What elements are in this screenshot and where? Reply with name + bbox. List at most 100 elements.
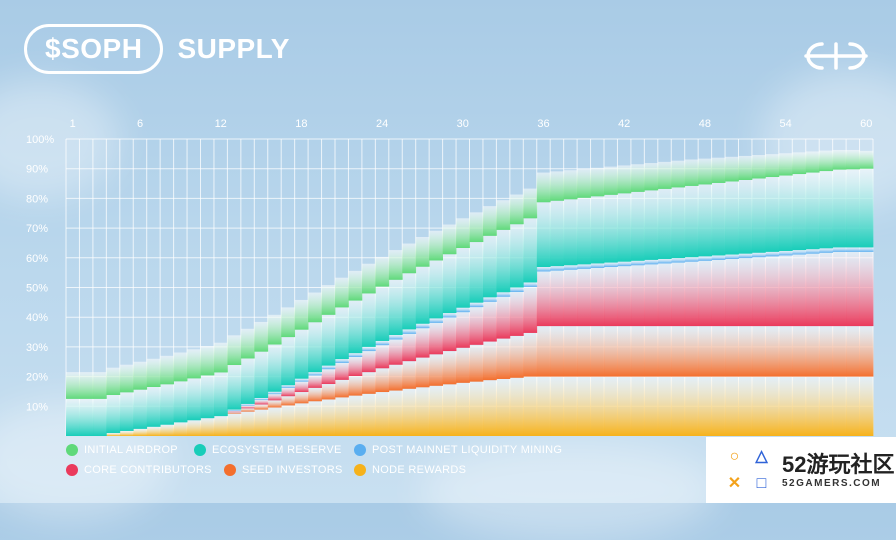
area-segment-core-contributors bbox=[348, 357, 363, 377]
area-segment-post-mainnet-liquidity-mining bbox=[482, 297, 497, 302]
chart-areas bbox=[66, 149, 874, 437]
area-segment-seed-investors bbox=[523, 332, 538, 377]
area-segment-post-mainnet-liquidity-mining bbox=[536, 267, 551, 272]
area-segment-initial-airdrop bbox=[200, 346, 215, 376]
square-glyph: □ bbox=[756, 474, 767, 492]
area-segment-post-mainnet-liquidity-mining bbox=[711, 255, 726, 260]
chart-axis-labels: 10% 20% 30% 40% 50% 60% 70% 80% 90% 100% 1 6 12 18 24 3… bbox=[26, 118, 872, 413]
area-segment-seed-investors bbox=[630, 326, 645, 377]
area-segment-ecosystem-reserve bbox=[267, 344, 282, 392]
area-segment-core-contributors bbox=[388, 339, 403, 365]
area-segment-seed-investors bbox=[751, 326, 766, 377]
area-segment-post-mainnet-liquidity-mining bbox=[805, 249, 820, 254]
area-segment-node-rewards bbox=[684, 376, 699, 436]
area-segment-initial-airdrop bbox=[657, 161, 672, 189]
area-segment-initial-airdrop bbox=[119, 364, 134, 393]
area-segment-ecosystem-reserve bbox=[859, 168, 874, 248]
area-segment-ecosystem-reserve bbox=[644, 190, 659, 260]
area-segment-ecosystem-reserve bbox=[92, 398, 107, 437]
area-segment-ecosystem-reserve bbox=[630, 191, 645, 261]
area-segment-seed-investors bbox=[563, 326, 578, 377]
area-segment-seed-investors bbox=[590, 326, 605, 377]
area-segment-node-rewards bbox=[617, 376, 632, 436]
area-segment-post-mainnet-liquidity-mining bbox=[644, 259, 659, 265]
area-segment-ecosystem-reserve bbox=[765, 177, 780, 252]
area-segment-post-mainnet-liquidity-mining bbox=[617, 261, 632, 267]
area-segment-post-mainnet-liquidity-mining bbox=[469, 302, 484, 308]
watermark-title: 52游玩社区 bbox=[782, 451, 895, 477]
area-segment-seed-investors bbox=[738, 326, 753, 377]
x-tick-label: 12 bbox=[215, 118, 227, 130]
area-segment-post-mainnet-liquidity-mining bbox=[550, 266, 565, 271]
area-segment-post-mainnet-liquidity-mining bbox=[577, 264, 591, 269]
area-segment-initial-airdrop bbox=[859, 150, 874, 169]
area-segment-seed-investors bbox=[792, 326, 807, 377]
area-segment-initial-airdrop bbox=[348, 270, 363, 301]
area-segment-post-mainnet-liquidity-mining bbox=[684, 257, 699, 262]
area-segment-node-rewards bbox=[469, 381, 484, 436]
area-segment-initial-airdrop bbox=[563, 170, 578, 200]
area-segment-core-contributors bbox=[267, 394, 282, 401]
area-segment-node-rewards bbox=[509, 377, 524, 436]
legend-label: ECOSYSTEM RESERVE bbox=[212, 444, 342, 456]
area-segment-post-mainnet-liquidity-mining bbox=[832, 247, 847, 252]
area-segment-core-contributors bbox=[496, 296, 511, 339]
area-segment-ecosystem-reserve bbox=[240, 358, 255, 404]
area-segment-node-rewards bbox=[644, 376, 659, 436]
legend-item-ecosystem-reserve: ECOSYSTEM RESERVE bbox=[194, 444, 342, 456]
area-segment-initial-airdrop bbox=[738, 155, 753, 180]
area-segment-seed-investors bbox=[388, 364, 403, 391]
area-segment-node-rewards bbox=[577, 376, 591, 436]
area-segment-node-rewards bbox=[751, 376, 766, 436]
y-tick-label: 80% bbox=[26, 193, 48, 205]
area-segment-seed-investors bbox=[765, 326, 780, 377]
area-segment-node-rewards bbox=[442, 384, 457, 436]
area-segment-post-mainnet-liquidity-mining bbox=[254, 397, 269, 401]
x-tick-label: 18 bbox=[295, 118, 307, 130]
area-segment-core-contributors bbox=[644, 264, 659, 327]
area-segment-post-mainnet-liquidity-mining bbox=[725, 254, 739, 259]
area-segment-seed-investors bbox=[550, 326, 565, 377]
area-segment-ecosystem-reserve bbox=[294, 329, 309, 379]
area-segment-ecosystem-reserve bbox=[227, 365, 242, 410]
area-segment-core-contributors bbox=[308, 375, 322, 388]
area-segment-node-rewards bbox=[711, 376, 726, 436]
area-segment-seed-investors bbox=[482, 341, 497, 381]
area-segment-core-contributors bbox=[550, 270, 565, 327]
area-segment-post-mainnet-liquidity-mining bbox=[281, 385, 296, 388]
area-segment-ecosystem-reserve bbox=[778, 175, 793, 251]
area-segment-node-rewards bbox=[496, 378, 511, 436]
area-segment-seed-investors bbox=[496, 338, 511, 379]
area-segment-initial-airdrop bbox=[442, 224, 457, 255]
area-segment-node-rewards bbox=[361, 393, 376, 436]
area-segment-ecosystem-reserve bbox=[725, 181, 739, 255]
area-segment-core-contributors bbox=[469, 307, 484, 345]
area-segment-initial-airdrop bbox=[415, 237, 430, 267]
area-segment-post-mainnet-liquidity-mining bbox=[375, 340, 390, 346]
area-segment-node-rewards bbox=[563, 376, 578, 436]
area-segment-post-mainnet-liquidity-mining bbox=[657, 258, 672, 264]
area-segment-ecosystem-reserve bbox=[805, 172, 820, 250]
area-segment-initial-airdrop bbox=[92, 372, 107, 399]
area-segment-node-rewards bbox=[388, 390, 403, 436]
area-segment-core-contributors bbox=[590, 267, 605, 327]
area-segment-seed-investors bbox=[442, 351, 457, 385]
area-segment-post-mainnet-liquidity-mining bbox=[227, 409, 242, 412]
area-segment-core-contributors bbox=[254, 400, 269, 405]
area-segment-initial-airdrop bbox=[496, 200, 511, 230]
area-segment-node-rewards bbox=[160, 424, 174, 436]
area-segment-node-rewards bbox=[308, 401, 322, 436]
area-segment-ecosystem-reserve bbox=[348, 300, 363, 354]
area-segment-post-mainnet-liquidity-mining bbox=[429, 318, 443, 323]
area-segment-node-rewards bbox=[227, 413, 242, 436]
area-segment-node-rewards bbox=[846, 376, 860, 436]
area-segment-ecosystem-reserve bbox=[819, 171, 834, 249]
52gamers-logo-icon: ○ △ ✕ □ bbox=[722, 444, 774, 496]
area-segment-initial-airdrop bbox=[429, 230, 443, 261]
area-segment-post-mainnet-liquidity-mining bbox=[335, 359, 349, 363]
area-segment-post-mainnet-liquidity-mining bbox=[738, 253, 753, 259]
area-segment-ecosystem-reserve bbox=[456, 248, 470, 308]
area-segment-post-mainnet-liquidity-mining bbox=[563, 265, 578, 270]
area-segment-seed-investors bbox=[778, 326, 793, 377]
area-segment-core-contributors bbox=[509, 291, 524, 336]
